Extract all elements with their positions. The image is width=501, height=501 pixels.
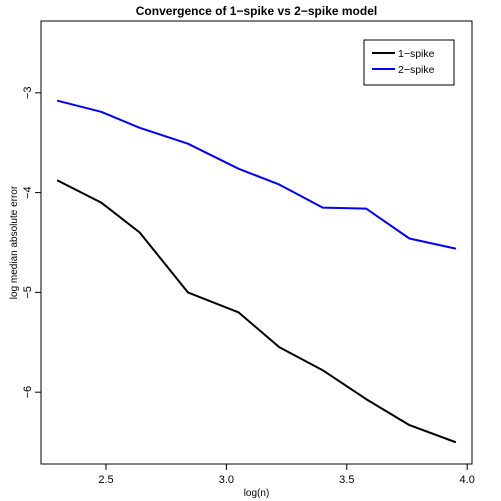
y-axis: −6 −5 −4 −3 [22, 87, 41, 399]
y-tick-label: −5 [22, 286, 34, 299]
legend-label: 2−spike [398, 64, 435, 76]
series-lines [58, 101, 455, 442]
series-line-2 [58, 101, 455, 249]
y-axis-label: log median absolute error [9, 185, 20, 299]
x-axis: 2.5 3.0 3.5 4.0 [98, 464, 474, 486]
y-tick-label: −6 [22, 386, 34, 399]
legend-label: 1−spike [398, 48, 435, 60]
x-tick-label: 2.5 [98, 474, 113, 486]
chart-title: Convergence of 1−spike vs 2−spike model [136, 4, 377, 18]
series-line-1 [58, 181, 455, 442]
y-tick-label: −3 [22, 87, 34, 100]
x-tick-label: 4.0 [460, 474, 475, 486]
legend: 1−spike 2−spike [364, 40, 454, 85]
x-tick-label: 3.0 [219, 474, 234, 486]
x-axis-label: log(n) [244, 488, 270, 499]
x-tick-label: 3.5 [339, 474, 354, 486]
y-tick-label: −4 [22, 186, 34, 199]
legend-box [364, 40, 454, 85]
plot-area-frame [41, 21, 472, 464]
